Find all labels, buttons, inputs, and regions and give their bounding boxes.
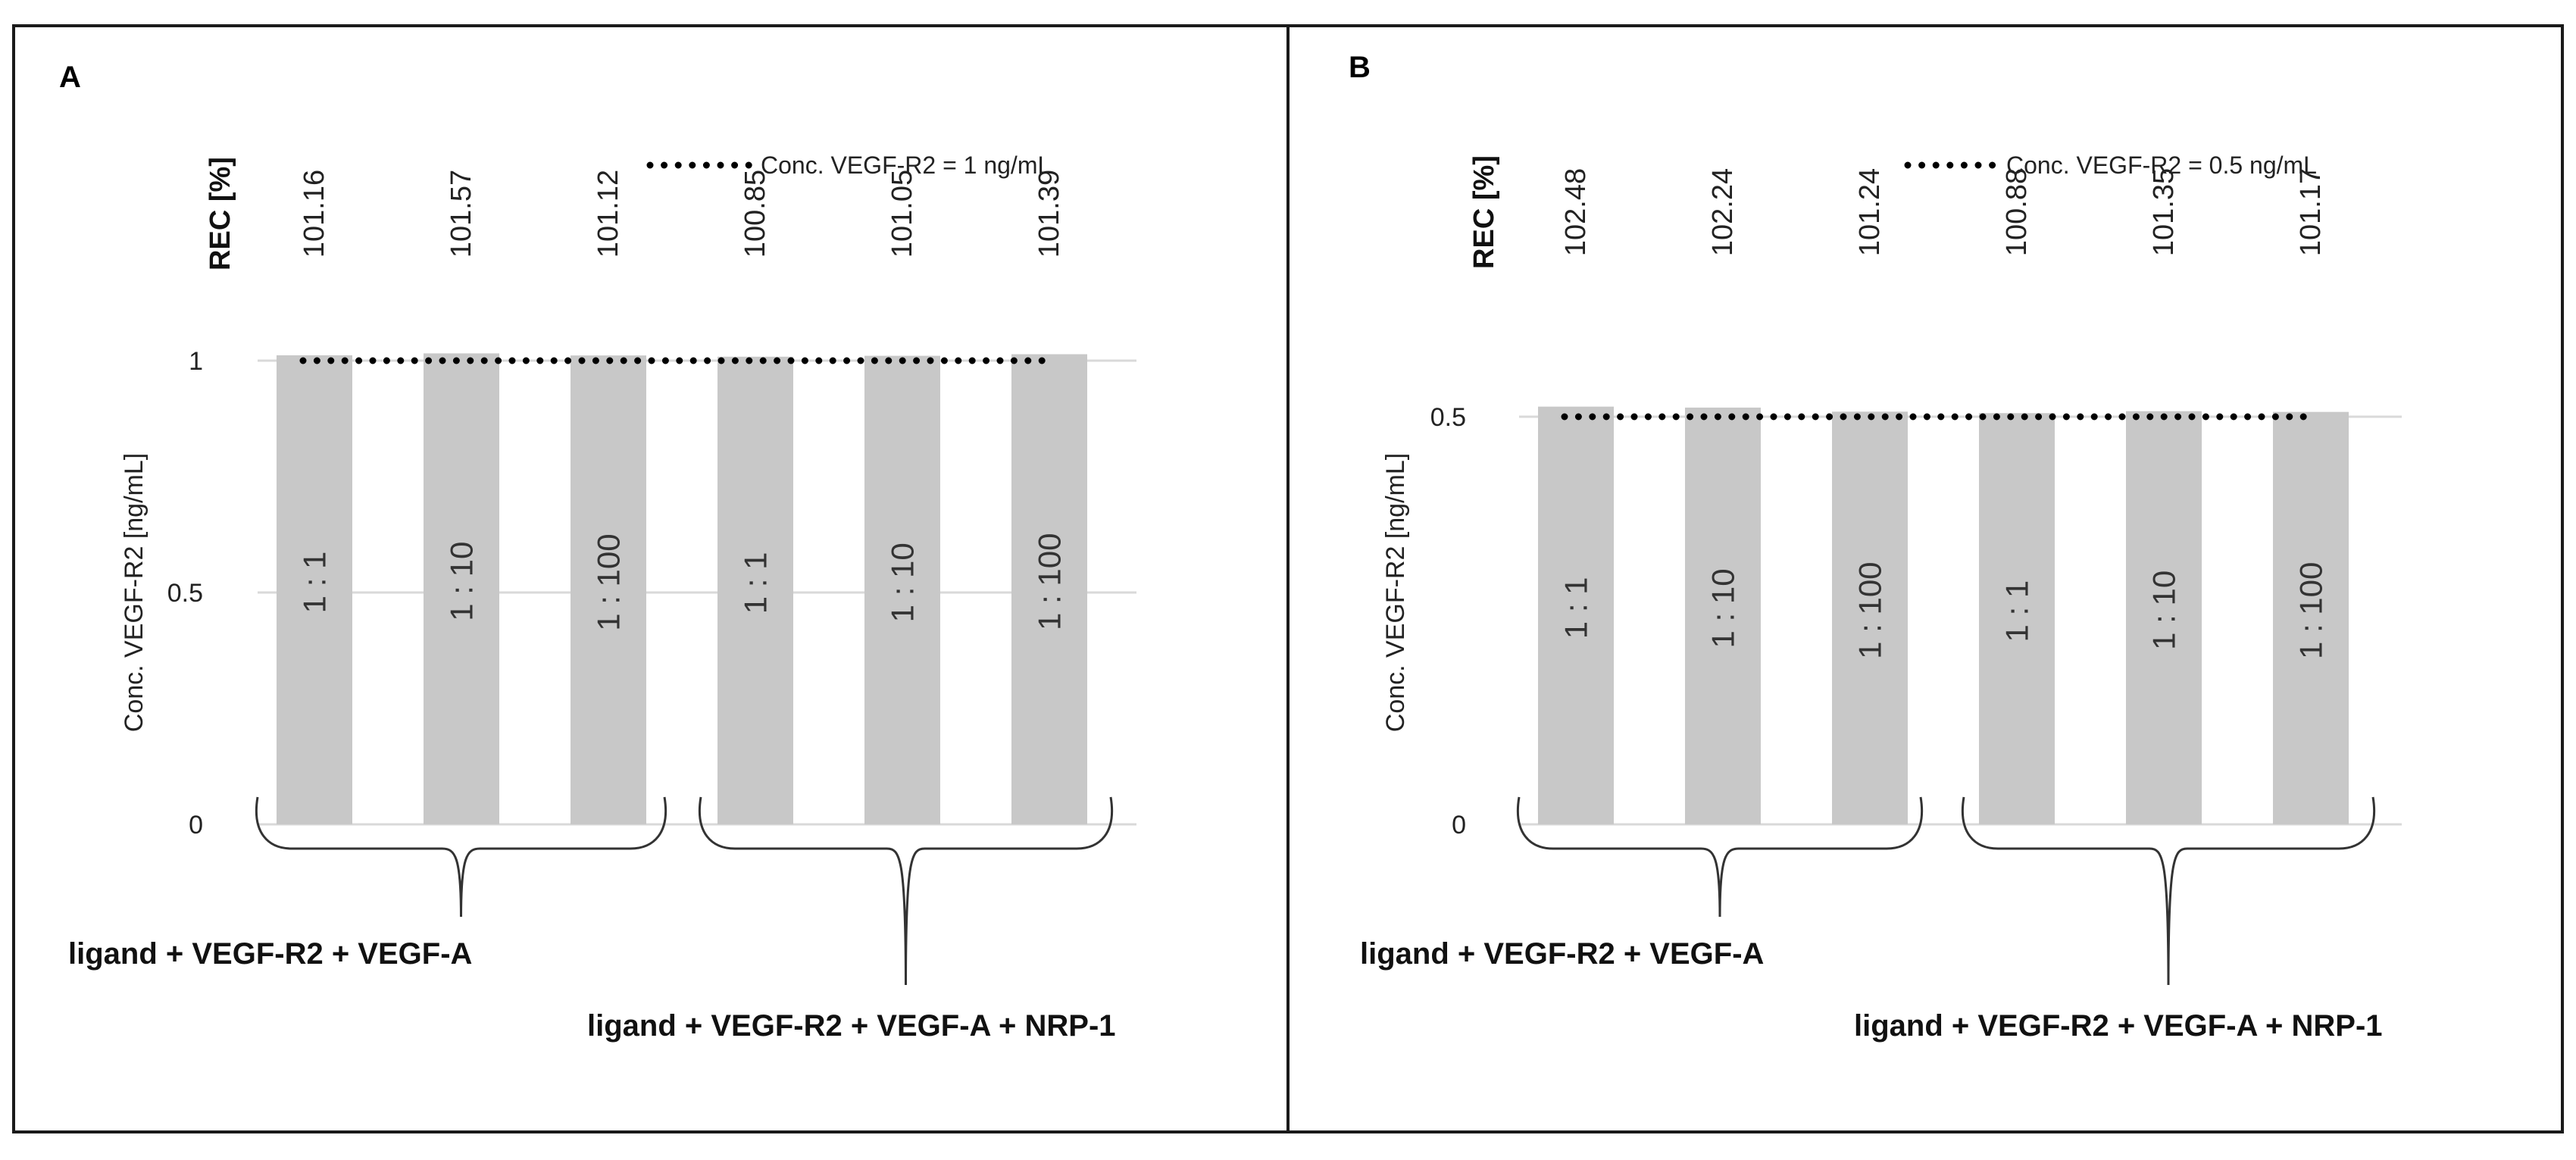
y-axis-label-a: Conc. VEGF-R2 [ng/mL] — [120, 453, 148, 732]
panel-b-letter: B — [1349, 51, 1371, 84]
group-brace-b — [1517, 796, 1923, 918]
bar-b — [1538, 406, 1614, 824]
bar-a — [571, 355, 646, 824]
group-label-b: ligand + VEGF-R2 + VEGF-A + NRP-1 — [1854, 1009, 2383, 1043]
bar-ratio-label-b: 1 : 1 — [1999, 580, 2035, 643]
legend-label-b: Conc. VEGF-R2 = 0.5 ng/mL — [2006, 152, 2317, 179]
rec-value-a: 101.05 — [886, 170, 918, 258]
rec-value-b: 102.24 — [1707, 168, 1739, 256]
chart-panel-b: 0 0.5 Conc. VEGF-R2 [ng/mL] REC [%] 1 : 1 102… — [1360, 152, 2402, 1043]
bar-ratio-label-b: 1 : 10 — [1705, 568, 1741, 648]
y-axis-label-b: Conc. VEGF-R2 [ng/mL] — [1381, 453, 1410, 732]
y-tick-label-b: 0.5 — [1430, 403, 1466, 432]
y-tick-label-b: 0 — [1452, 811, 1466, 840]
rec-value-a: 101.12 — [592, 170, 624, 258]
panel-b-border — [1286, 24, 2564, 1133]
group-label-b: ligand + VEGF-R2 + VEGF-A — [1360, 937, 1764, 971]
bar-b — [2273, 411, 2349, 824]
rec-value-b: 102.48 — [1560, 168, 1592, 256]
rec-title-b: REC [%] — [1468, 155, 1500, 269]
bar-ratio-label-b: 1 : 100 — [2293, 562, 2329, 659]
y-tick-label-a: 1 — [189, 347, 203, 376]
bar-ratio-label-a: 1 : 10 — [444, 542, 480, 621]
y-tick-label-a: 0 — [189, 811, 203, 840]
rec-value-a: 100.85 — [739, 170, 771, 258]
bar-ratio-label-b: 1 : 100 — [1852, 561, 1888, 658]
bar-a — [424, 353, 499, 824]
rec-value-b: 101.17 — [2295, 168, 2327, 256]
rec-value-a: 101.57 — [445, 170, 477, 258]
bar-b — [2126, 411, 2202, 824]
rec-title-a: REC [%] — [205, 157, 236, 270]
rec-value-b: 101.35 — [2148, 168, 2180, 256]
y-tick-label-a: 0.5 — [167, 579, 203, 608]
bar-a — [277, 355, 352, 825]
rec-value-a: 101.39 — [1033, 170, 1065, 258]
bar-a — [1011, 354, 1087, 825]
group-brace-b — [1962, 796, 2375, 986]
group-brace-a — [255, 796, 667, 918]
bar-ratio-label-b: 1 : 10 — [2146, 571, 2182, 650]
bar-a — [717, 356, 793, 825]
legend-label-a: Conc. VEGF-R2 = 1 ng/mL — [761, 152, 1051, 179]
bar-b — [1979, 413, 2055, 824]
chart-panel-a: 0 0.5 1 Conc. VEGF-R2 [ng/mL] REC [%] 1 : 1 10… — [68, 152, 1136, 1043]
rec-value-b: 101.24 — [1854, 168, 1886, 256]
group-brace-a — [699, 796, 1113, 986]
bar-ratio-label-a: 1 : 10 — [885, 542, 921, 622]
bar-ratio-label-a: 1 : 1 — [738, 552, 774, 614]
rec-value-b: 100.88 — [2001, 168, 2033, 256]
bar-ratio-label-a: 1 : 100 — [591, 533, 627, 630]
bar-a — [864, 355, 940, 825]
bar-b — [1685, 407, 1761, 824]
rec-value-a: 101.16 — [299, 170, 330, 258]
bar-ratio-label-a: 1 : 100 — [1032, 533, 1068, 630]
bar-b — [1832, 411, 1908, 824]
group-label-a: ligand + VEGF-R2 + VEGF-A + NRP-1 — [587, 1009, 1116, 1043]
group-label-a: ligand + VEGF-R2 + VEGF-A — [68, 937, 472, 971]
panel-a-letter: A — [59, 61, 81, 94]
bar-ratio-label-b: 1 : 1 — [1558, 577, 1594, 639]
bar-ratio-label-a: 1 : 1 — [297, 552, 333, 614]
